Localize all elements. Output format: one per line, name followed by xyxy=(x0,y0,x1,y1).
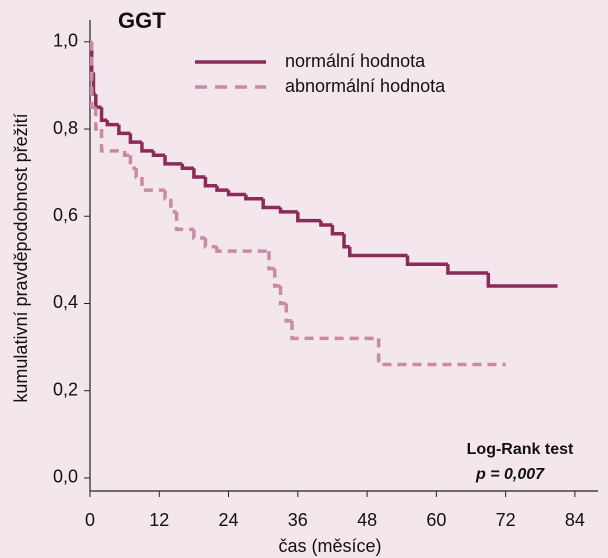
survival-step xyxy=(192,229,206,240)
survival-step xyxy=(117,124,131,136)
y-tick-label: 0,6 xyxy=(53,205,78,225)
survival-step xyxy=(89,41,96,109)
survival-step xyxy=(267,251,275,271)
y-tick-label: 0,8 xyxy=(53,118,78,138)
survival-step xyxy=(296,211,321,223)
survival-step xyxy=(486,272,558,288)
survival-step xyxy=(203,177,217,188)
x-tick-label: 48 xyxy=(357,510,377,530)
y-tick-label: 0,4 xyxy=(53,292,78,312)
y-tick-label: 1,0 xyxy=(53,31,78,51)
survival-step xyxy=(376,338,506,367)
survival-step xyxy=(284,303,293,323)
survival-step xyxy=(348,246,408,258)
survival-step xyxy=(122,150,131,157)
survival-step xyxy=(151,150,166,157)
survival-step xyxy=(174,211,194,232)
survival-step xyxy=(290,320,379,341)
x-tick-label: 72 xyxy=(496,510,516,530)
survival-step xyxy=(261,198,281,210)
y-tick-label: 0,0 xyxy=(53,467,78,487)
survival-step xyxy=(272,268,281,288)
survival-step xyxy=(105,120,119,127)
survival-step xyxy=(94,107,102,131)
survival-step xyxy=(319,220,333,227)
survival-step xyxy=(180,163,194,171)
x-tick-label: 84 xyxy=(565,510,585,530)
x-tick-label: 12 xyxy=(149,510,169,530)
survival-step xyxy=(405,255,448,266)
survival-step xyxy=(215,185,229,192)
chart-title: GGT xyxy=(118,8,166,33)
annotation: Log-Rank test xyxy=(467,441,574,458)
survival-step xyxy=(94,94,102,109)
survival-step xyxy=(140,142,154,153)
survival-step xyxy=(192,168,206,179)
y-axis-label: kumulativní pravděpodobnost přežití xyxy=(11,113,31,402)
x-tick-label: 0 xyxy=(85,510,95,530)
survival-step xyxy=(169,198,177,214)
legend-label: abnormální hodnota xyxy=(285,76,446,96)
survival-step xyxy=(99,107,108,123)
survival-step xyxy=(99,129,125,153)
survival-step xyxy=(330,224,344,236)
y-tick-label: 0,2 xyxy=(53,379,78,399)
survival-step xyxy=(128,155,137,171)
survival-step xyxy=(342,233,350,249)
survival-step xyxy=(278,286,287,306)
survival-step xyxy=(226,190,246,197)
x-tick-label: 60 xyxy=(426,510,446,530)
survival-step xyxy=(244,194,264,201)
survival-step xyxy=(163,155,183,166)
legend-label: normální hodnota xyxy=(285,51,426,71)
survival-step xyxy=(203,238,217,249)
x-axis-label: čas (měsíce) xyxy=(278,536,381,556)
survival-step xyxy=(446,264,489,275)
survival-step xyxy=(215,246,269,253)
survival-step xyxy=(163,190,171,201)
annotation: p = 0,007 xyxy=(475,466,545,483)
survival-step xyxy=(128,133,142,144)
survival-step xyxy=(134,168,142,179)
survival-step xyxy=(140,177,166,192)
survival-step xyxy=(278,207,298,214)
x-tick-label: 36 xyxy=(288,510,308,530)
x-tick-label: 24 xyxy=(219,510,239,530)
